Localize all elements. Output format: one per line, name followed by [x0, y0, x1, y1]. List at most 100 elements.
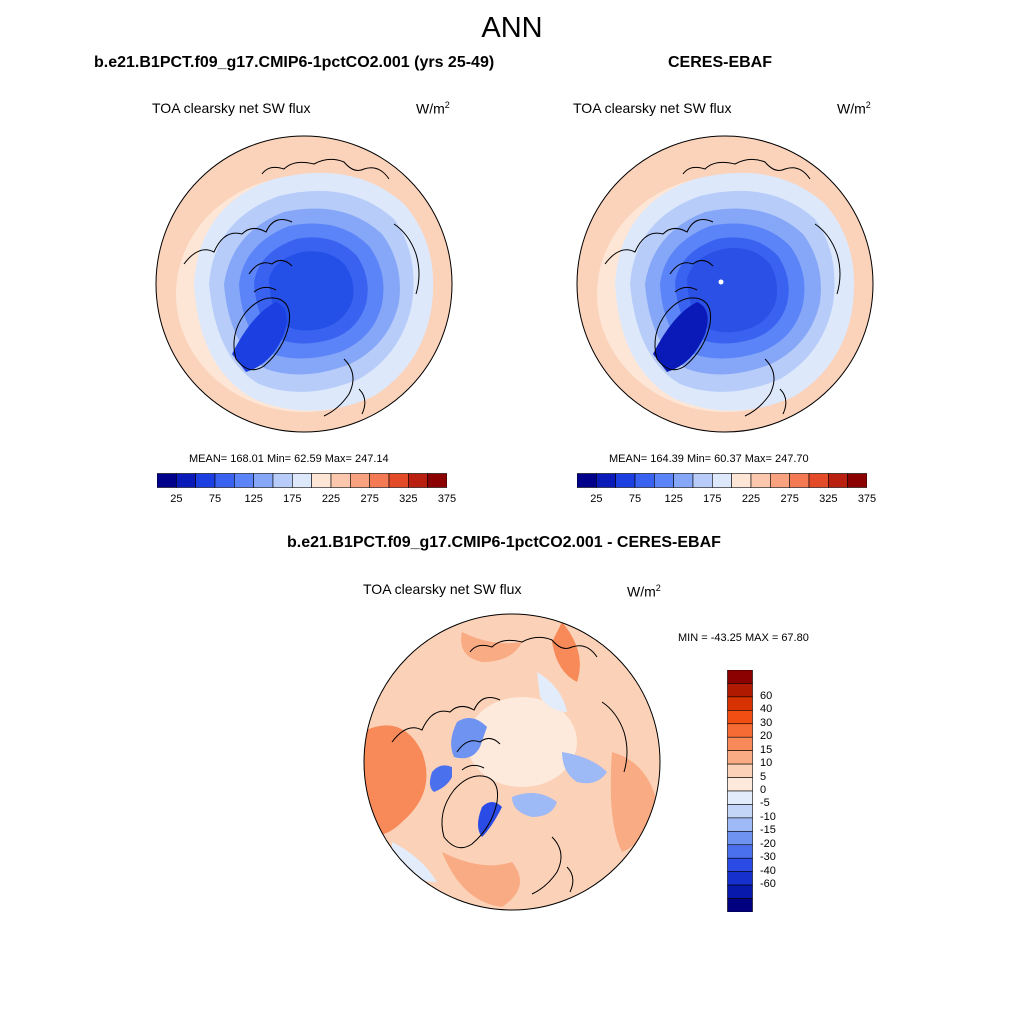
panel-3-colorbar-tick-label: -30	[760, 851, 776, 864]
panel-2-colorbar-box	[808, 473, 829, 488]
panel-2-units: W/m2	[837, 100, 871, 117]
panel-3-colorbar-box	[727, 670, 753, 684]
panel-1-colorbar-box	[195, 473, 216, 488]
polar-hole-missing-data	[718, 279, 724, 285]
panel-3-colorbar: 60 40 30 20 15 10 5 0 -5 -10 -15 -20 -30 -40 -60	[727, 670, 807, 912]
panel-2-colorbar-tick-label: 25	[590, 493, 603, 505]
panel-1-colorbar-tick-label: 275	[360, 493, 379, 505]
panel-1-colorbar-tick-label: 175	[283, 493, 302, 505]
panel-3-colorbar-box	[727, 696, 753, 711]
panel-3-colorbar-tick-label: -40	[760, 864, 776, 877]
panel-1-colorbar-box	[156, 473, 177, 488]
panel-3-colorbar-box	[727, 683, 753, 698]
panel-2-colorbar-tick-label: 225	[741, 493, 761, 505]
panel-1-colorbar-box	[176, 473, 196, 488]
panel-2-colorbar-box	[596, 473, 616, 488]
panel-3-colorbar-box	[727, 736, 753, 751]
panel-1-colorbar-box	[311, 473, 332, 488]
coastline-north-america	[183, 219, 293, 265]
panel-2-title: CERES-EBAF	[668, 54, 773, 71]
panel-3-colorbar-tick-label: 60	[760, 689, 773, 702]
coastline-scandinavia	[323, 358, 366, 417]
panel-3-colorbar-tick-label: -60	[760, 878, 776, 891]
panel-1-colorbar-tick-label: 325	[399, 493, 418, 505]
panel-3-polar-map	[362, 612, 662, 912]
panel-2-colorbar-box	[750, 473, 771, 488]
coastline-russia	[393, 223, 420, 295]
diff-near-zero-center	[467, 697, 577, 787]
panel-3-title: b.e21.B1PCT.f09_g17.CMIP6-1pctCO2.001 - …	[287, 534, 721, 551]
panel-1-colorbar-box	[427, 473, 448, 488]
panel-1-title: b.e21.B1PCT.f09_g17.CMIP6-1pctCO2.001 (y…	[94, 54, 495, 71]
panel-3-colorbar-box	[727, 777, 753, 792]
panel-3-colorbar-tick-label: 5	[760, 770, 767, 783]
panel-3-colorbar-tick-label: -20	[760, 837, 776, 850]
panel-3-colorbar-box	[727, 790, 753, 805]
panel-3-colorbar-box	[727, 831, 753, 846]
panel-1-colorbar-box	[330, 473, 351, 488]
coastline-greenland	[233, 297, 290, 371]
panel-1-colorbar-box	[369, 473, 390, 488]
panel-2-variable-label: TOA clearsky net SW flux	[573, 100, 732, 116]
panel-2-colorbar-box	[673, 473, 694, 488]
map-boundary	[155, 135, 453, 433]
panel-1-colorbar-tick-label: 125	[244, 493, 263, 505]
panel-3-colorbar-box	[727, 723, 753, 738]
panel-3-colorbar-box	[727, 817, 753, 832]
panel-3-variable-label: TOA clearsky net SW flux	[363, 581, 522, 597]
panel-3-colorbar-tick-label: 20	[760, 730, 773, 743]
flux-band-75	[269, 251, 354, 331]
panel-3-colorbar-box	[727, 804, 753, 819]
panel-3-colorbar-tick-label: -10	[760, 810, 776, 823]
panel-3-colorbar-box	[727, 898, 753, 912]
panel-2-colorbar-box	[692, 473, 713, 488]
panel-1-colorbar-tick-label: 375	[437, 493, 457, 505]
panel-1-colorbar-box	[408, 473, 428, 488]
panel-1-colorbar-tick-label: 225	[321, 493, 341, 505]
panel-1-colorbar-box	[388, 473, 409, 488]
panel-1-colorbar-box	[350, 473, 370, 488]
panel-2-colorbar-box	[731, 473, 752, 488]
panel-2-colorbar-tick-label: 325	[819, 493, 838, 505]
panel-1-colorbar-box	[214, 473, 235, 488]
panel-1-colorbar-labels: 25 75 125 175 225 275 325 375	[157, 493, 456, 507]
panel-2-colorbar-tick-label: 275	[780, 493, 799, 505]
figure-title: ANN	[481, 12, 543, 44]
panel-1-units: W/m2	[416, 100, 450, 117]
panel-3-colorbar-tick-label: -15	[760, 824, 776, 837]
panel-3-colorbar-tick-label: 10	[760, 757, 773, 770]
panel-1-colorbar-box	[272, 473, 293, 488]
panel-1-colorbar-box	[234, 473, 254, 488]
panel-2-colorbar-labels: 25 75 125 175 225 275 325 375	[577, 493, 876, 507]
panel-1-polar-map	[154, 134, 454, 434]
panel-3-colorbar-box	[727, 763, 753, 778]
greenland-low-flux	[232, 302, 287, 372]
panel-1-variable-label: TOA clearsky net SW flux	[152, 100, 311, 116]
panel-3-colorbar-box	[727, 871, 753, 886]
panel-2-stats: MEAN= 164.39 Min= 60.37 Max= 247.70	[609, 453, 809, 465]
panel-2-colorbar-tick-label: 75	[628, 493, 642, 505]
panel-3-units: W/m2	[627, 583, 661, 600]
panel-2-colorbar-box	[828, 473, 848, 488]
panel-3-stats: MIN = -43.25 MAX = 67.80	[678, 632, 809, 644]
panel-2-colorbar-tick-label: 375	[857, 493, 877, 505]
panel-1-colorbar-box	[253, 473, 274, 488]
panel-3-colorbar-box	[727, 750, 753, 765]
panel-1-colorbar-box	[292, 473, 312, 488]
panel-3-colorbar-box	[727, 857, 753, 872]
panel-2-colorbar-box	[847, 473, 868, 488]
panel-3-colorbar-box	[727, 710, 753, 725]
panel-2-colorbar-box	[712, 473, 732, 488]
panel-2-colorbar-box	[576, 473, 597, 488]
panel-3-colorbar-tick-label: 0	[760, 784, 767, 796]
panel-1-colorbar-tick-label: 25	[170, 493, 183, 505]
panel-3-colorbar-tick-label: 15	[760, 743, 773, 756]
panel-2-polar-map	[575, 134, 875, 434]
panel-2-colorbar-box	[615, 473, 636, 488]
panel-2-colorbar-box	[634, 473, 655, 488]
coastline-siberia	[261, 158, 390, 180]
panel-1-stats: MEAN= 168.01 Min= 62.59 Max= 247.14	[189, 453, 389, 465]
panel-3-colorbar-tick-label: -5	[760, 797, 770, 810]
panel-2-colorbar-tick-label: 175	[703, 493, 722, 505]
panel-1-colorbar	[156, 473, 448, 488]
